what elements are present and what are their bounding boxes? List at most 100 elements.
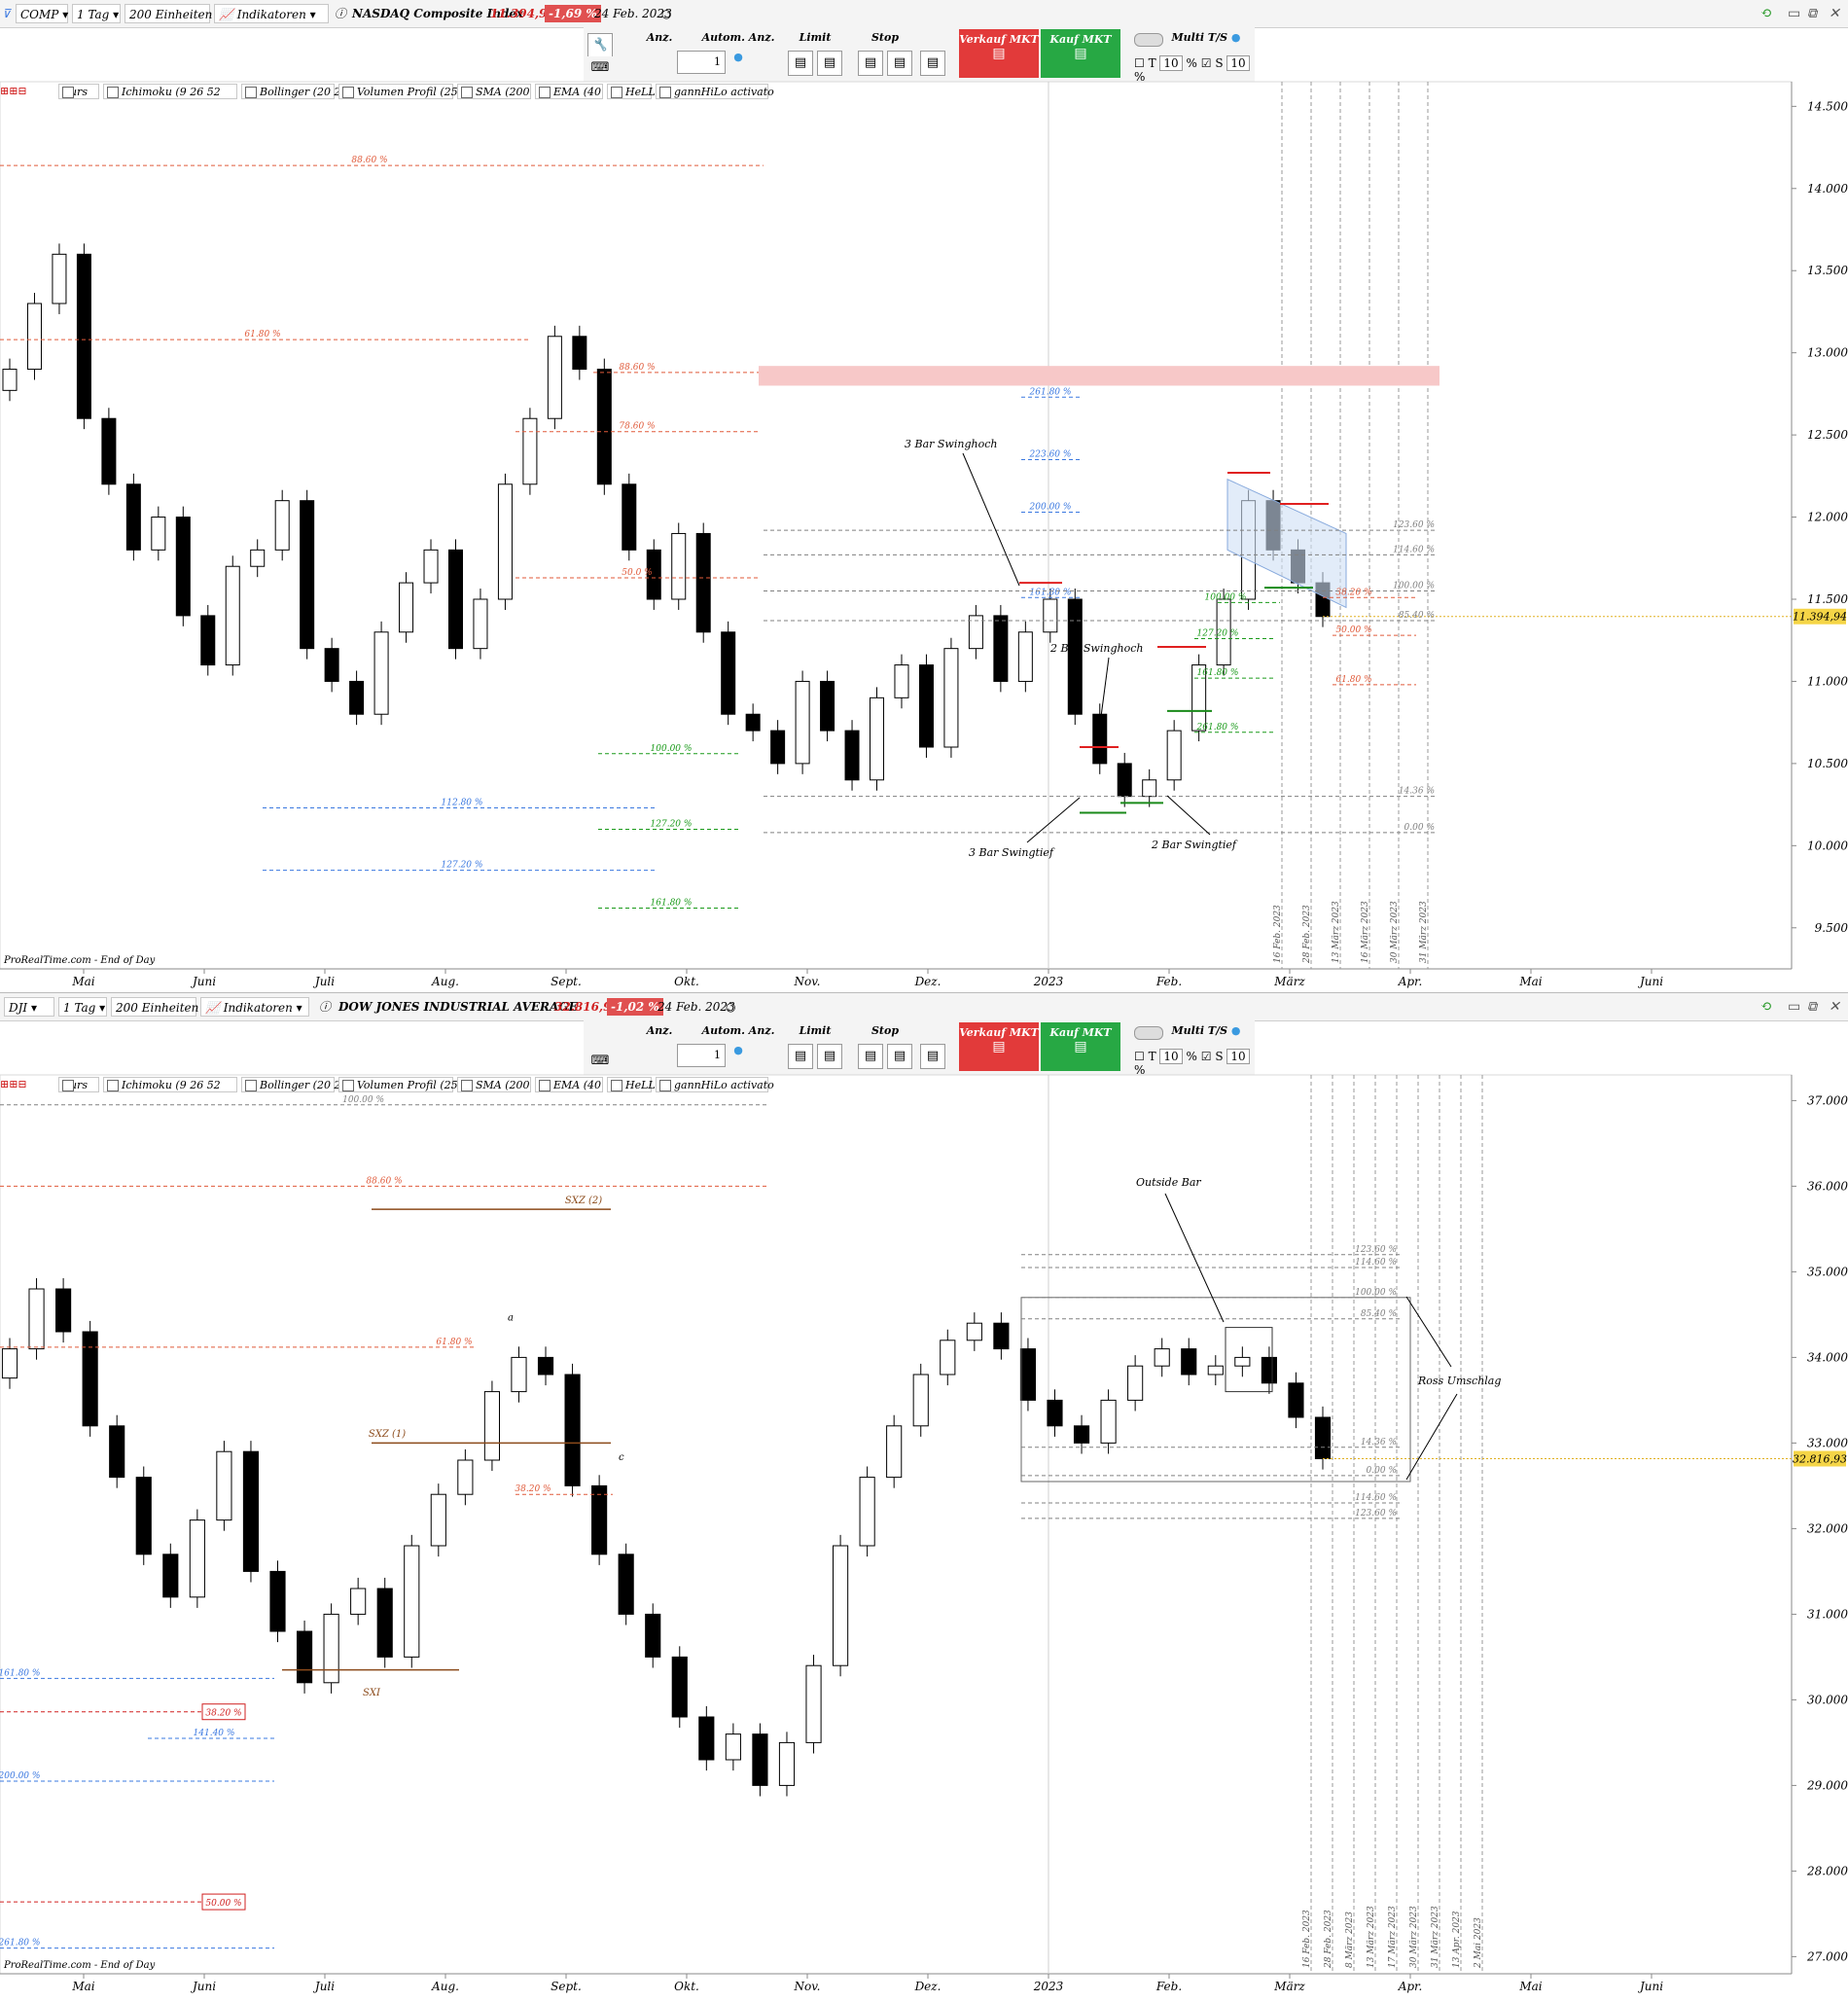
price-chart-dow[interactable]: 37.000 36.000 35.000 34.000 33.000 32.000 31.0… (0, 993, 1848, 2001)
info-icon[interactable]: ⓘ (335, 7, 347, 20)
date-line-label: 17 März 2023 (1388, 1906, 1398, 1968)
candle-body (968, 615, 983, 650)
indicator-hell[interactable]: HeLL (607, 84, 656, 99)
auto-qty-button[interactable]: Autom. Anz. ● (701, 31, 775, 63)
x-tick-label: Sept. (551, 1980, 582, 1993)
y-tick-label: 31.000 (1807, 1607, 1848, 1621)
candle-body (76, 253, 91, 419)
stop-sell-icon[interactable]: ▤ (887, 1044, 912, 1069)
candle-body (1092, 713, 1108, 765)
maximize-icon[interactable]: ⧉ (1807, 999, 1817, 1015)
info-icon[interactable]: ⓘ (319, 1000, 332, 1014)
indicator-sma[interactable]: SMA (200 (457, 84, 531, 99)
close-icon[interactable]: ✕ (1829, 999, 1840, 1015)
indicators-button[interactable]: 📈 Indikatoren ▾ (214, 4, 329, 23)
candle-body (242, 1450, 260, 1572)
limit-sell-icon[interactable]: ▤ (817, 51, 842, 76)
price-chart-nasdaq[interactable]: 14.500 14.000 13.500 13.000 12.500 12.000 11.5… (0, 0, 1848, 992)
candle-body (894, 664, 909, 698)
candle-body (216, 1450, 232, 1521)
date-line-label: 13 März 2023 (1332, 901, 1341, 963)
candle-body (447, 549, 463, 650)
candle-body (101, 417, 117, 485)
indicator-hell[interactable]: HeLL (607, 1077, 656, 1092)
minimize-icon[interactable]: ▭ (1788, 6, 1801, 21)
ts-controls[interactable]: ☐ T 10 % ☑ S 10 % (1134, 55, 1255, 84)
maximize-icon[interactable]: ⧉ (1807, 6, 1817, 21)
multi-toggle[interactable] (1134, 1026, 1163, 1040)
add-indicator-icon[interactable]: ⊞⊞⊟ (0, 85, 27, 97)
indicator-bollinger[interactable]: Bollinger (20 2 (241, 1077, 340, 1092)
auto-qty-button[interactable]: Autom. Anz. ● (701, 1024, 775, 1056)
interval-select[interactable]: 1 Tag ▾ (72, 4, 121, 23)
candle-body (1181, 1348, 1197, 1376)
x-tick-label: Juni (1637, 975, 1663, 988)
indicator-bollinger[interactable]: Bollinger (20 2 (241, 84, 340, 99)
fib-level-label: 0.00 % (1367, 1466, 1397, 1476)
indicator-ichimoku[interactable]: Ichimoku (9 26 52 (103, 1077, 237, 1092)
keyboard-icon[interactable]: ⌨ (587, 56, 613, 82)
indicator-ema[interactable]: EMA (40 (535, 1077, 603, 1092)
ts-controls[interactable]: ☐ T 10 % ☑ S 10 % (1134, 1049, 1255, 1077)
bracket-icon[interactable]: ▤ (920, 1044, 945, 1069)
sell-market-button[interactable]: Verkauf MKT ▤ (959, 29, 1039, 78)
limit-buy-icon[interactable]: ▤ (788, 51, 813, 76)
candle-body (323, 1613, 339, 1684)
stop-buy-icon[interactable]: ▤ (858, 1044, 883, 1069)
interval-select[interactable]: 1 Tag ▾ (58, 997, 107, 1017)
indicator-sma[interactable]: SMA (200 (457, 1077, 531, 1092)
qty-label: Anz. (646, 1024, 673, 1037)
candle-body (820, 680, 835, 732)
sell-market-button[interactable]: Verkauf MKT ▤ (959, 1022, 1039, 1071)
indicator-volume-profile[interactable]: Volumen Profil (25 (338, 1077, 458, 1092)
candle-body (55, 1288, 72, 1333)
chevron-down-icon[interactable]: ⊽ (2, 7, 11, 20)
units-select[interactable]: 200 Einheiten ▾ (111, 997, 208, 1017)
limit-buy-icon[interactable]: ▤ (788, 1044, 813, 1069)
indicator-ichimoku[interactable]: Ichimoku (9 26 52 (103, 84, 237, 99)
quote-date: 24 Feb. 2023 (657, 1000, 735, 1014)
multi-ts-label: Multi T/S ● (1171, 1024, 1241, 1037)
limit-sell-icon[interactable]: ▤ (817, 1044, 842, 1069)
candle-body (572, 336, 587, 371)
date-line-label: 13 März 2023 (1367, 1906, 1376, 1968)
indicator-gannhilo[interactable]: gannHiLo activato (656, 1077, 774, 1092)
close-icon[interactable]: ✕ (1829, 6, 1840, 21)
plot-area (0, 81, 1793, 970)
qty-input[interactable]: 1 (677, 51, 726, 74)
sync-icon[interactable]: ⟲ (1760, 6, 1772, 21)
multi-toggle[interactable] (1134, 33, 1163, 47)
candle-body (511, 1356, 527, 1393)
bracket-icon[interactable]: ▤ (920, 51, 945, 76)
candle-body (430, 1493, 446, 1547)
keyboard-icon[interactable]: ⌨ (587, 1050, 613, 1075)
fib-level-label: 14.36 % (1399, 787, 1435, 797)
indicator-ema[interactable]: EMA (40 (535, 84, 603, 99)
qty-input[interactable]: 1 (677, 1044, 726, 1067)
candle-body (1019, 1348, 1037, 1401)
sync-icon[interactable]: ⟲ (1760, 999, 1772, 1015)
indicator-volume-profile[interactable]: Volumen Profil (25 (338, 84, 458, 99)
buy-market-button[interactable]: Kauf MKT ▤ (1041, 1022, 1120, 1071)
x-tick-label: März (1273, 1980, 1305, 1993)
add-indicator-icon[interactable]: ⊞⊞⊟ (0, 1078, 27, 1090)
fib-level-label: 88.60 % (366, 1176, 402, 1186)
stop-buy-icon[interactable]: ▤ (858, 51, 883, 76)
y-tick-label: 28.000 (1806, 1864, 1848, 1877)
indicator-kurs[interactable]: Kurs (58, 1077, 99, 1092)
x-tick-label: Okt. (674, 975, 699, 988)
indicator-gannhilo[interactable]: gannHiLo activato (656, 84, 774, 99)
symbol-select[interactable]: COMP ▾ (16, 4, 68, 23)
chart-toolbar: ⊽ COMP ▾ 1 Tag ▾ 200 Einheiten ▾ 📈 Indik… (0, 0, 1848, 28)
minimize-icon[interactable]: ▭ (1788, 999, 1801, 1015)
annotation-arrow (1164, 1193, 1225, 1323)
stop-sell-icon[interactable]: ▤ (887, 51, 912, 76)
wrench-icon[interactable]: 🔧 (587, 33, 613, 58)
date-line-label: 13 Apr. 2023 (1452, 1911, 1462, 1968)
symbol-select[interactable]: DJI ▾ (4, 997, 54, 1017)
indicator-kurs[interactable]: Kurs (58, 84, 99, 99)
buy-market-button[interactable]: Kauf MKT ▤ (1041, 29, 1120, 78)
units-select[interactable]: 200 Einheiten ▾ (124, 4, 222, 23)
indicators-button[interactable]: 📈 Indikatoren ▾ (200, 997, 309, 1017)
candle-body (404, 1545, 420, 1658)
